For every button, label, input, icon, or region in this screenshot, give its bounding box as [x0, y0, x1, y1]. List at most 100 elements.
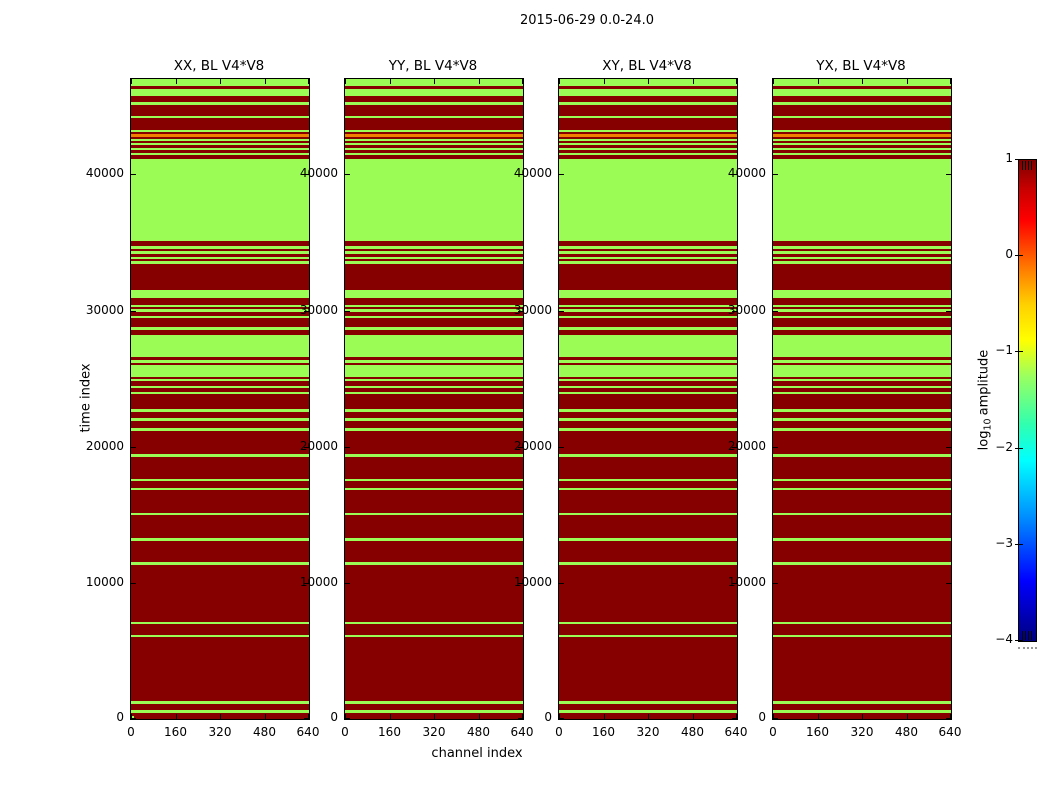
heatmap-band [345, 565, 523, 622]
colorbar-label-suffix: amplitude [976, 349, 992, 416]
heatmap-band [559, 117, 737, 131]
heatmap-band [345, 562, 523, 566]
heatmap-band [131, 418, 309, 421]
heatmap-band [131, 85, 309, 90]
axis-tick [131, 714, 132, 719]
axis-tick [732, 174, 737, 176]
axis-tick [603, 714, 605, 719]
heatmap-band [559, 335, 737, 358]
axis-tick [518, 718, 523, 719]
heatmap-band [559, 490, 737, 513]
corner-patch [131, 715, 135, 719]
heatmap-band [559, 158, 737, 242]
axis-tick [304, 174, 309, 176]
heatmap-band [773, 621, 951, 625]
axis-tick [264, 79, 266, 84]
heatmap-band [131, 309, 309, 312]
heatmap-band [559, 634, 737, 638]
heatmap-band [773, 637, 951, 702]
heatmap-band [559, 115, 737, 118]
heatmap-band [345, 149, 523, 154]
heatmap-band [559, 411, 737, 419]
heatmap-band [131, 377, 309, 380]
axis-tick [131, 446, 136, 448]
heatmap-band [773, 241, 951, 247]
heatmap-band [773, 145, 951, 148]
axis-tick [220, 714, 221, 719]
heatmap-band [131, 147, 309, 150]
heatmap-band [131, 259, 309, 262]
y-tick-label: 30000 [513, 302, 552, 317]
x-tick-label: 0 [127, 725, 135, 739]
heatmap-band [345, 379, 523, 382]
heatmap-band [773, 335, 951, 358]
colorbar-tick [1015, 159, 1023, 160]
heatmap-band [131, 149, 309, 154]
axis-tick [732, 718, 737, 719]
heatmap-band [773, 490, 951, 513]
heatmap-band [559, 132, 737, 135]
axis-tick [648, 79, 649, 84]
x-tick-label: 320 [636, 725, 660, 739]
heatmap-band [345, 89, 523, 96]
heatmap-band [131, 104, 309, 116]
heatmap-band [559, 263, 737, 291]
heatmap-band [131, 251, 309, 254]
heatmap-band [559, 701, 737, 705]
heatmap-band [345, 710, 523, 713]
axis-tick [522, 79, 523, 84]
colorbar-tick [1015, 351, 1023, 353]
heatmap-band [559, 362, 737, 365]
heatmap-band [345, 364, 523, 378]
heatmap-band [559, 512, 737, 515]
heatmap-band [559, 562, 737, 566]
axis-tick [773, 174, 778, 176]
heatmap-band [345, 377, 523, 380]
y-tick-label: 20000 [513, 438, 552, 453]
axis-tick [345, 714, 346, 719]
y-tick-label: 40000 [513, 166, 552, 181]
heatmap-band [131, 488, 309, 491]
heatmap-band [773, 132, 951, 135]
heatmap-band [559, 134, 737, 137]
heatmap-band [773, 362, 951, 365]
heatmap-band [559, 364, 737, 378]
heatmap-band [773, 478, 951, 482]
axis-tick [817, 714, 819, 719]
heatmap-band [773, 143, 951, 146]
axis-tick [131, 174, 136, 176]
heatmap-band [345, 147, 523, 150]
heatmap-band [131, 329, 309, 335]
heatmap-band [773, 147, 951, 150]
heatmap-band [345, 317, 523, 327]
heatmap-band [773, 411, 951, 419]
heatmap-band [131, 701, 309, 705]
colorbar-tick-label: −1 [995, 343, 1013, 358]
panel-title: XX, BL V4*V8 [173, 58, 265, 74]
heatmap-band [559, 261, 737, 264]
heatmap-band [131, 297, 309, 306]
heatmap-band [773, 381, 951, 387]
heatmap-band [345, 431, 523, 455]
figure-title: 2015-06-29 0.0-24.0 [520, 13, 654, 28]
heatmap-band [131, 381, 309, 387]
heatmap-band [773, 134, 951, 137]
axis-tick [692, 714, 694, 719]
axis-tick [175, 79, 177, 84]
heatmap-band [345, 249, 523, 252]
heatmap-band [773, 117, 951, 131]
heatmap-band [345, 360, 523, 363]
heatmap-band [559, 360, 737, 363]
heatmap-band [773, 386, 951, 389]
heatmap-band [345, 701, 523, 705]
heatmap-band [559, 409, 737, 412]
y-tick-label: 30000 [299, 302, 338, 317]
heatmap-band [345, 140, 523, 143]
y-tick-label: 20000 [299, 438, 338, 453]
heatmap-band [345, 409, 523, 412]
heatmap-band [345, 381, 523, 387]
heatmap-band [131, 478, 309, 482]
axis-tick [736, 79, 737, 84]
axis-tick [946, 582, 951, 584]
heatmap-band [345, 391, 523, 394]
